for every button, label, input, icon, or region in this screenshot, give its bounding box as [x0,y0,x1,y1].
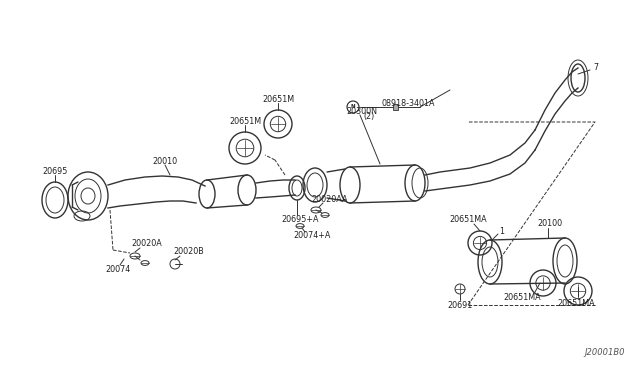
Text: 1: 1 [499,227,504,235]
Text: 20651M: 20651M [229,116,261,125]
Text: 20100: 20100 [538,219,563,228]
Text: 20651MA: 20651MA [557,299,595,308]
Text: 20020A: 20020A [132,240,163,248]
Text: 20010: 20010 [152,157,177,166]
Text: 20651M: 20651M [262,94,294,103]
Text: 20300N: 20300N [346,106,378,115]
Text: 08918-3401A: 08918-3401A [381,99,435,108]
Text: 20695+A: 20695+A [281,215,319,224]
Text: N: N [351,105,355,109]
Text: 20691: 20691 [447,301,472,311]
Text: 7: 7 [593,64,598,73]
Text: 20020B: 20020B [173,247,204,257]
Text: 20695: 20695 [42,167,68,176]
Text: 20651MA: 20651MA [449,215,487,224]
Text: 20651MA: 20651MA [503,294,541,302]
Text: J20001B0: J20001B0 [584,348,625,357]
Text: 20074: 20074 [106,266,131,275]
Text: (2): (2) [363,112,374,121]
Bar [393,104,398,110]
Text: 20020AA: 20020AA [312,195,348,203]
Text: 20074+A: 20074+A [293,231,331,241]
